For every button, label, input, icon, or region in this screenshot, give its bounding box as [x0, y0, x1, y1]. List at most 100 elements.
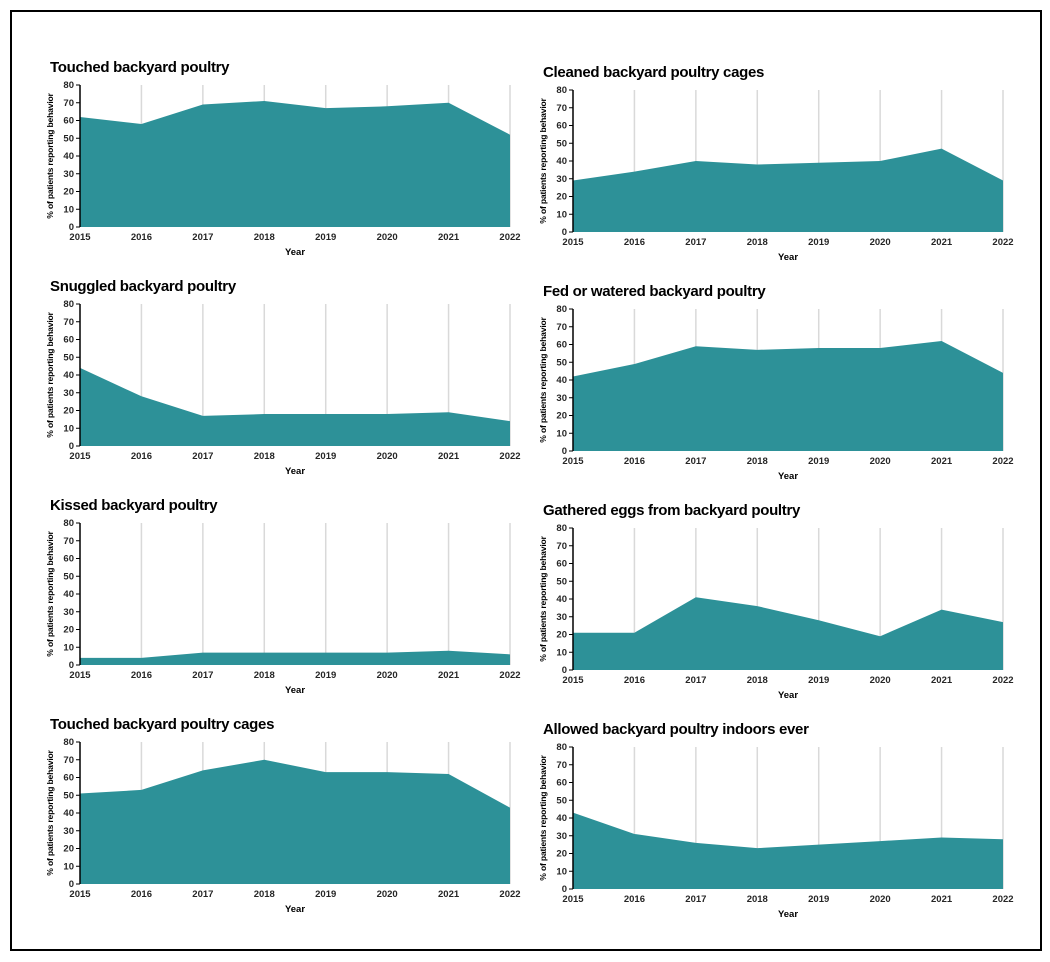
y-tick-label: 20	[63, 625, 74, 636]
x-axis-title: Year	[285, 685, 305, 696]
chart-title: Cleaned backyard poultry cages	[543, 64, 765, 81]
x-tick-label: 2015	[562, 237, 584, 248]
charts-grid: Touched backyard poultry 0 10 20 30 40 50 60 70…	[12, 12, 1040, 920]
chart-allowed-backyard-poultry-indoors-ever: Allowed backyard poultry indoors ever 0 1…	[537, 720, 1014, 925]
y-axis-title: % of patients reporting behavior	[45, 92, 55, 218]
x-tick-label: 2021	[931, 894, 953, 905]
plot-area-allowed-backyard-poultry-indoors-ever: 0 10 20 30 40 50 60 70 80 2015 2016 2017 2018 2019 202…	[538, 742, 1014, 920]
plot-area-touched-backyard-poultry: 0 10 20 30 40 50 60 70 80 2015 2016 2017 2018 2019 202…	[45, 80, 521, 258]
x-tick-label: 2020	[870, 237, 891, 248]
x-tick-label: 2018	[747, 456, 768, 467]
y-tick-label: 80	[63, 737, 74, 748]
x-axis-title: Year	[778, 690, 798, 701]
y-tick-label: 60	[63, 335, 74, 346]
y-tick-label: 0	[69, 222, 74, 233]
x-tick-label: 2019	[808, 456, 829, 467]
y-tick-label: 0	[562, 446, 567, 457]
y-tick-label: 40	[556, 594, 567, 605]
y-tick-label: 60	[556, 121, 567, 132]
x-tick-label: 2018	[254, 889, 275, 900]
x-tick-label: 2020	[377, 889, 398, 900]
x-tick-label: 2018	[254, 451, 275, 462]
area-series	[573, 597, 1003, 670]
y-tick-label: 60	[63, 116, 74, 127]
y-tick-label: 80	[556, 85, 567, 96]
y-tick-label: 50	[63, 352, 74, 363]
y-axis-title: % of patients reporting behavior	[45, 749, 55, 875]
y-tick-label: 40	[63, 808, 74, 819]
area-series	[80, 367, 510, 446]
chart-touched-backyard-poultry-cages: Touched backyard poultry cages 0 10 20 30 40…	[44, 715, 521, 920]
y-tick-label: 0	[69, 879, 74, 890]
area-series	[573, 812, 1003, 889]
x-tick-label: 2019	[315, 451, 336, 462]
x-axis-title: Year	[778, 471, 798, 482]
y-tick-label: 20	[556, 849, 567, 860]
y-tick-label: 60	[556, 559, 567, 570]
y-tick-label: 30	[63, 826, 74, 837]
y-tick-label: 40	[63, 151, 74, 162]
y-tick-label: 10	[63, 861, 74, 872]
y-tick-label: 30	[63, 607, 74, 618]
y-tick-label: 70	[556, 322, 567, 333]
y-tick-label: 40	[556, 813, 567, 824]
x-tick-label: 2015	[562, 456, 584, 467]
y-tick-label: 80	[63, 518, 74, 529]
y-tick-label: 50	[556, 357, 567, 368]
y-tick-label: 10	[556, 866, 567, 877]
y-tick-label: 10	[556, 647, 567, 658]
y-tick-label: 20	[556, 630, 567, 641]
x-tick-label: 2018	[747, 237, 768, 248]
x-tick-label: 2016	[131, 889, 152, 900]
x-tick-label: 2017	[192, 889, 213, 900]
y-tick-label: 0	[69, 660, 74, 671]
x-tick-label: 2015	[69, 451, 91, 462]
area-series	[573, 148, 1003, 232]
y-tick-label: 0	[562, 884, 567, 895]
x-tick-label: 2015	[69, 670, 91, 681]
x-tick-label: 2021	[438, 889, 460, 900]
x-tick-label: 2021	[931, 675, 953, 686]
y-tick-label: 70	[63, 536, 74, 547]
y-tick-label: 30	[556, 612, 567, 623]
x-tick-label: 2020	[870, 456, 891, 467]
y-tick-label: 80	[556, 304, 567, 315]
chart-kissed-backyard-poultry: Kissed backyard poultry 0 10 20 30 40 50 60 70 8…	[44, 496, 521, 701]
x-tick-label: 2019	[315, 889, 336, 900]
y-axis-title: % of patients reporting behavior	[538, 316, 548, 442]
chart-snuggled-backyard-poultry: Snuggled backyard poultry 0 10 20 30 40 50 60 7…	[44, 277, 521, 482]
plot-area-cleaned-backyard-poultry-cages: 0 10 20 30 40 50 60 70 80 2015 2016 2017 2018 2019 202…	[538, 85, 1014, 263]
chart-title: Snuggled backyard poultry	[50, 278, 236, 295]
chart-gathered-eggs-from-backyard-poultry: Gathered eggs from backyard poultry 0 10 2…	[537, 501, 1014, 706]
x-tick-label: 2017	[685, 894, 706, 905]
x-tick-label: 2022	[992, 894, 1013, 905]
x-axis-title: Year	[285, 466, 305, 477]
y-tick-label: 40	[63, 589, 74, 600]
x-tick-label: 2017	[685, 675, 706, 686]
y-tick-label: 70	[556, 760, 567, 771]
plot-area-fed-or-watered-backyard-poultry: 0 10 20 30 40 50 60 70 80 2015 2016 2017 2018 2019 202…	[538, 304, 1014, 482]
y-tick-label: 60	[556, 778, 567, 789]
x-tick-label: 2019	[315, 232, 336, 243]
y-tick-label: 30	[556, 174, 567, 185]
y-tick-label: 10	[556, 428, 567, 439]
y-tick-label: 80	[556, 742, 567, 753]
y-tick-label: 70	[556, 541, 567, 552]
y-tick-label: 40	[63, 370, 74, 381]
x-tick-label: 2020	[870, 675, 891, 686]
y-tick-label: 20	[63, 187, 74, 198]
x-tick-label: 2018	[747, 675, 768, 686]
x-tick-label: 2021	[438, 670, 460, 681]
y-tick-label: 70	[556, 103, 567, 114]
x-tick-label: 2016	[131, 232, 152, 243]
x-tick-label: 2019	[808, 237, 829, 248]
area-series	[80, 759, 510, 884]
y-tick-label: 20	[556, 411, 567, 422]
y-axis-title: % of patients reporting behavior	[538, 754, 548, 880]
x-tick-label: 2016	[624, 237, 645, 248]
x-tick-label: 2021	[931, 237, 953, 248]
y-tick-label: 20	[556, 192, 567, 203]
x-tick-label: 2020	[377, 451, 398, 462]
x-tick-label: 2018	[254, 232, 275, 243]
